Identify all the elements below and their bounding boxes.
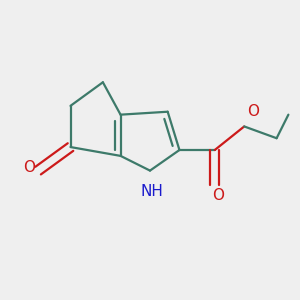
- Text: O: O: [212, 188, 224, 203]
- Text: O: O: [23, 160, 35, 175]
- Text: NH: NH: [140, 184, 163, 199]
- Text: O: O: [247, 104, 259, 119]
